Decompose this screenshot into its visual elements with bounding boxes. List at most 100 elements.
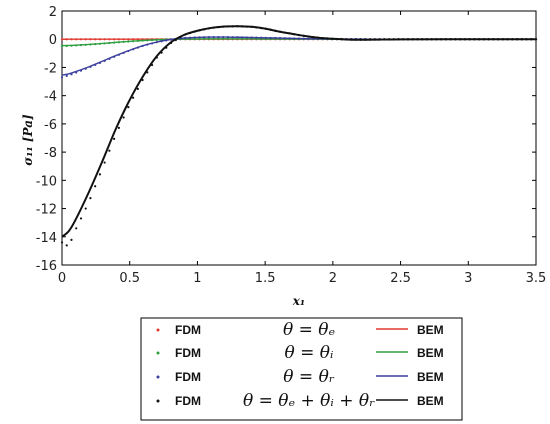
fdm-point-1	[65, 38, 68, 41]
fdm-point-2	[150, 39, 154, 42]
fdm-point-4	[75, 227, 78, 230]
fdm-point-4	[350, 38, 353, 41]
fdm-point-2	[127, 40, 130, 43]
fdm-point-2	[207, 37, 211, 40]
fdm-point-2	[226, 37, 229, 40]
fdm-point-4	[250, 25, 253, 28]
fdm-point-2	[75, 44, 78, 47]
series-group	[60, 25, 538, 247]
fdm-point-2	[117, 41, 120, 44]
fdm-point-2	[108, 41, 111, 45]
x-axis-label: x₁	[292, 294, 305, 308]
fdm-point-2	[212, 37, 215, 40]
fdm-point-4	[501, 38, 504, 41]
fdm-point-4	[245, 25, 248, 28]
fdm-point-3	[231, 36, 234, 39]
fdm-point-3	[122, 51, 125, 55]
legend-bem-label: BEM	[417, 394, 444, 408]
fdm-point-2	[94, 43, 97, 46]
fdm-point-4	[264, 27, 267, 30]
fdm-point-4	[269, 28, 272, 31]
fdm-point-3	[198, 36, 201, 39]
fdm-point-1	[79, 38, 83, 41]
fdm-point-1	[103, 38, 106, 41]
fdm-point-4	[150, 63, 154, 67]
fdm-point-3	[245, 36, 248, 39]
fdm-point-3	[217, 36, 220, 39]
fdm-point-4	[340, 38, 343, 41]
fdm-point-3	[146, 43, 149, 46]
fdm-point-3	[65, 74, 68, 77]
fdm-point-3	[155, 41, 158, 44]
fdm-point-3	[141, 44, 144, 48]
legend-theta-label: θ = θᵣ	[283, 367, 335, 387]
fdm-point-4	[449, 38, 452, 41]
fdm-point-1	[113, 38, 116, 41]
fdm-point-4	[169, 41, 173, 45]
legend-fdm-marker	[156, 351, 160, 355]
fdm-point-4	[188, 31, 192, 35]
fdm-point-3	[79, 69, 83, 72]
fdm-point-3	[84, 67, 87, 70]
fdm-point-4	[146, 71, 149, 74]
fdm-point-4	[496, 38, 500, 41]
legend-theta-label: θ = θᵢ	[285, 343, 334, 363]
fdm-point-2	[141, 39, 144, 42]
fdm-point-4	[369, 38, 372, 41]
fdm-point-3	[250, 36, 253, 39]
fdm-point-2	[98, 42, 102, 45]
fdm-point-4	[425, 38, 429, 41]
fdm-point-4	[534, 38, 538, 41]
legend-row-2: FDM θ = θᵢ BEM	[156, 343, 444, 363]
y-tick-label: 2	[49, 5, 57, 20]
fdm-point-3	[203, 36, 206, 39]
fdm-point-4	[354, 38, 357, 41]
fdm-point-2	[236, 37, 239, 40]
fdm-point-4	[515, 38, 519, 41]
fdm-point-3	[165, 39, 168, 42]
fdm-point-3	[103, 59, 106, 63]
fdm-point-3	[293, 37, 296, 40]
fdm-point-4	[141, 78, 144, 82]
fdm-point-1	[108, 38, 111, 41]
fdm-point-4	[103, 161, 106, 164]
legend-fdm-marker	[156, 375, 160, 379]
fdm-point-4	[179, 36, 182, 39]
fdm-point-4	[506, 38, 509, 41]
fdm-point-1	[70, 38, 73, 41]
fdm-point-3	[278, 37, 282, 40]
fdm-point-4	[127, 106, 130, 109]
fdm-point-3	[150, 42, 154, 45]
fdm-point-4	[406, 38, 410, 41]
fdm-point-3	[274, 36, 277, 40]
fdm-point-4	[212, 26, 215, 29]
fdm-point-4	[364, 38, 367, 41]
fdm-point-2	[103, 42, 106, 45]
fdm-point-3	[283, 37, 286, 40]
fdm-point-4	[316, 36, 320, 39]
legend-box	[140, 317, 463, 421]
fdm-point-4	[193, 30, 196, 33]
fdm-point-4	[60, 241, 64, 244]
fdm-point-4	[89, 197, 92, 200]
fdm-point-4	[411, 38, 414, 41]
fdm-point-4	[79, 217, 83, 220]
fdm-point-3	[184, 36, 187, 40]
fdm-point-4	[482, 38, 485, 41]
x-tick-label: 0	[58, 271, 66, 286]
legend-bem-label: BEM	[417, 370, 444, 384]
fdm-point-3	[297, 37, 301, 40]
fdm-point-4	[132, 96, 135, 99]
fdm-point-4	[203, 28, 206, 31]
fdm-point-3	[70, 73, 73, 76]
fdm-point-4	[487, 38, 490, 41]
y-tick-label: -6	[44, 118, 57, 133]
fdm-point-4	[473, 38, 476, 41]
y-tick-label: -8	[44, 146, 57, 161]
legend: FDM θ = θₑ BEM FDM θ = θᵢ BEM FDM θ = θᵣ BEM FDM θ…	[156, 320, 444, 411]
fdm-point-3	[226, 36, 229, 39]
fdm-point-1	[89, 38, 92, 41]
fdm-point-4	[383, 38, 386, 41]
fdm-point-4	[421, 38, 424, 41]
